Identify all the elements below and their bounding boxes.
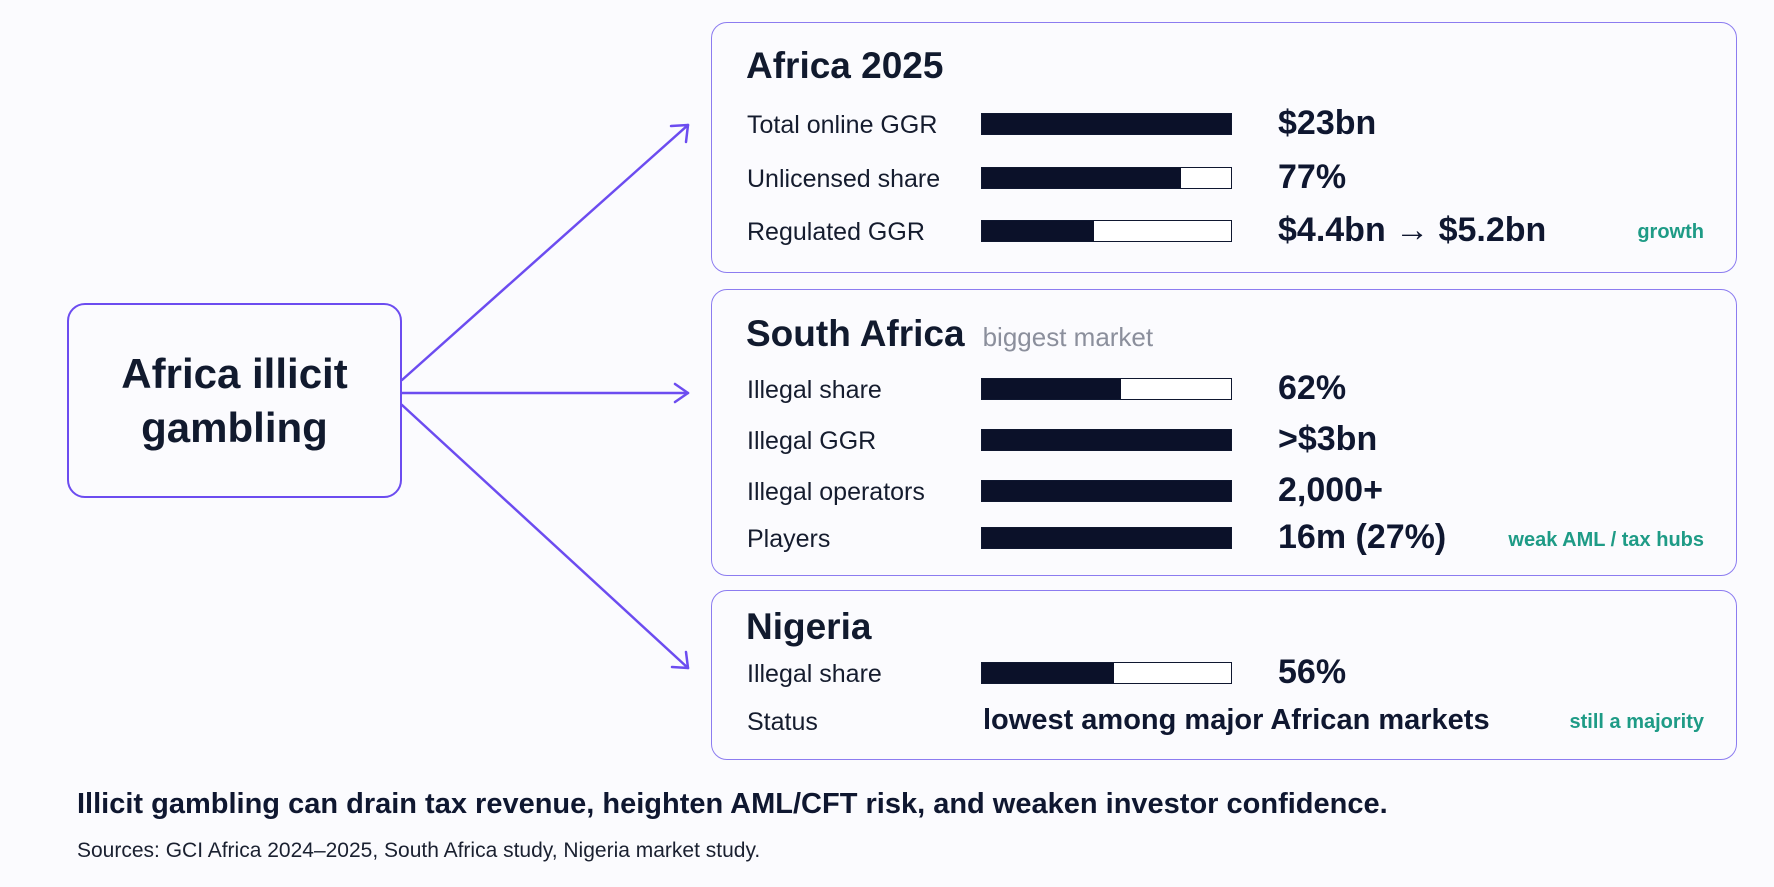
row-value: $4.4bn → $5.2bn <box>1278 211 1547 249</box>
panel-title: South Africa biggest market <box>746 313 1153 355</box>
arrowhead-nigeria <box>670 650 690 670</box>
bar-fill <box>982 114 1231 134</box>
row-value: 62% <box>1278 369 1347 407</box>
panel-subtitle: biggest market <box>982 322 1154 352</box>
bar-fill <box>982 168 1182 188</box>
bar-track <box>981 662 1232 684</box>
status-text: lowest among major African markets <box>983 704 1490 736</box>
panel-title: Africa 2025 <box>746 45 943 87</box>
row-value: $23bn <box>1278 104 1377 142</box>
row-value: 2,000+ <box>1278 471 1383 509</box>
bar-fill <box>982 663 1114 683</box>
takeaway-text: Illicit gambling can drain tax revenue, … <box>77 788 1388 820</box>
sources-text: Sources: GCI Africa 2024–2025, South Afr… <box>77 839 761 862</box>
row-label: Illegal operators <box>747 478 925 506</box>
row-value: 77% <box>1278 158 1347 196</box>
root-node: Africa illicit gambling <box>67 303 402 498</box>
row-label: Status <box>747 708 818 736</box>
bar-fill <box>982 430 1231 450</box>
root-node-label: Africa illicit gambling <box>121 349 348 451</box>
bar-fill <box>982 528 1231 548</box>
arrow-to-nigeria <box>400 403 690 670</box>
row-value: >$3bn <box>1278 420 1378 458</box>
panel-note: growth <box>1637 221 1704 243</box>
row-value: 56% <box>1278 653 1347 691</box>
bar-track <box>981 480 1232 502</box>
panel-title: Nigeria <box>746 606 871 648</box>
bar-track <box>981 220 1232 242</box>
panel-note: weak AML / tax hubs <box>1508 529 1704 551</box>
bar-track <box>981 527 1232 549</box>
arrowhead-south-africa <box>673 382 690 404</box>
panel-south-africa: South Africa biggest market Illegal share… <box>711 289 1737 576</box>
row-label: Regulated GGR <box>747 218 925 246</box>
panel-note: still a majority <box>1569 711 1705 733</box>
row-label: Players <box>747 525 831 553</box>
arrowhead-africa-2025 <box>669 123 690 144</box>
panel-africa-2025: Africa 2025 Total online GGR $23bn Unlic… <box>711 22 1737 273</box>
bar-fill <box>982 481 1231 501</box>
bar-track <box>981 429 1232 451</box>
bar-fill <box>982 379 1122 399</box>
panel-title-text: Nigeria <box>746 606 872 647</box>
bar-track <box>981 113 1232 135</box>
panel-title-text: Africa 2025 <box>746 45 944 86</box>
row-label: Total online GGR <box>747 111 938 139</box>
row-label: Illegal share <box>747 660 882 688</box>
panel-title-text: South Africa <box>746 313 965 354</box>
row-label: Unlicensed share <box>747 165 941 193</box>
row-value: 16m (27%) <box>1278 518 1447 556</box>
panel-nigeria: Nigeria Illegal share 56% Status lowest … <box>711 590 1737 760</box>
row-label: Illegal share <box>747 376 882 404</box>
arrow-to-africa-2025 <box>400 123 690 382</box>
row-label: Illegal GGR <box>747 427 877 455</box>
bar-track <box>981 378 1232 400</box>
bar-fill <box>982 221 1095 241</box>
bar-track <box>981 167 1232 189</box>
